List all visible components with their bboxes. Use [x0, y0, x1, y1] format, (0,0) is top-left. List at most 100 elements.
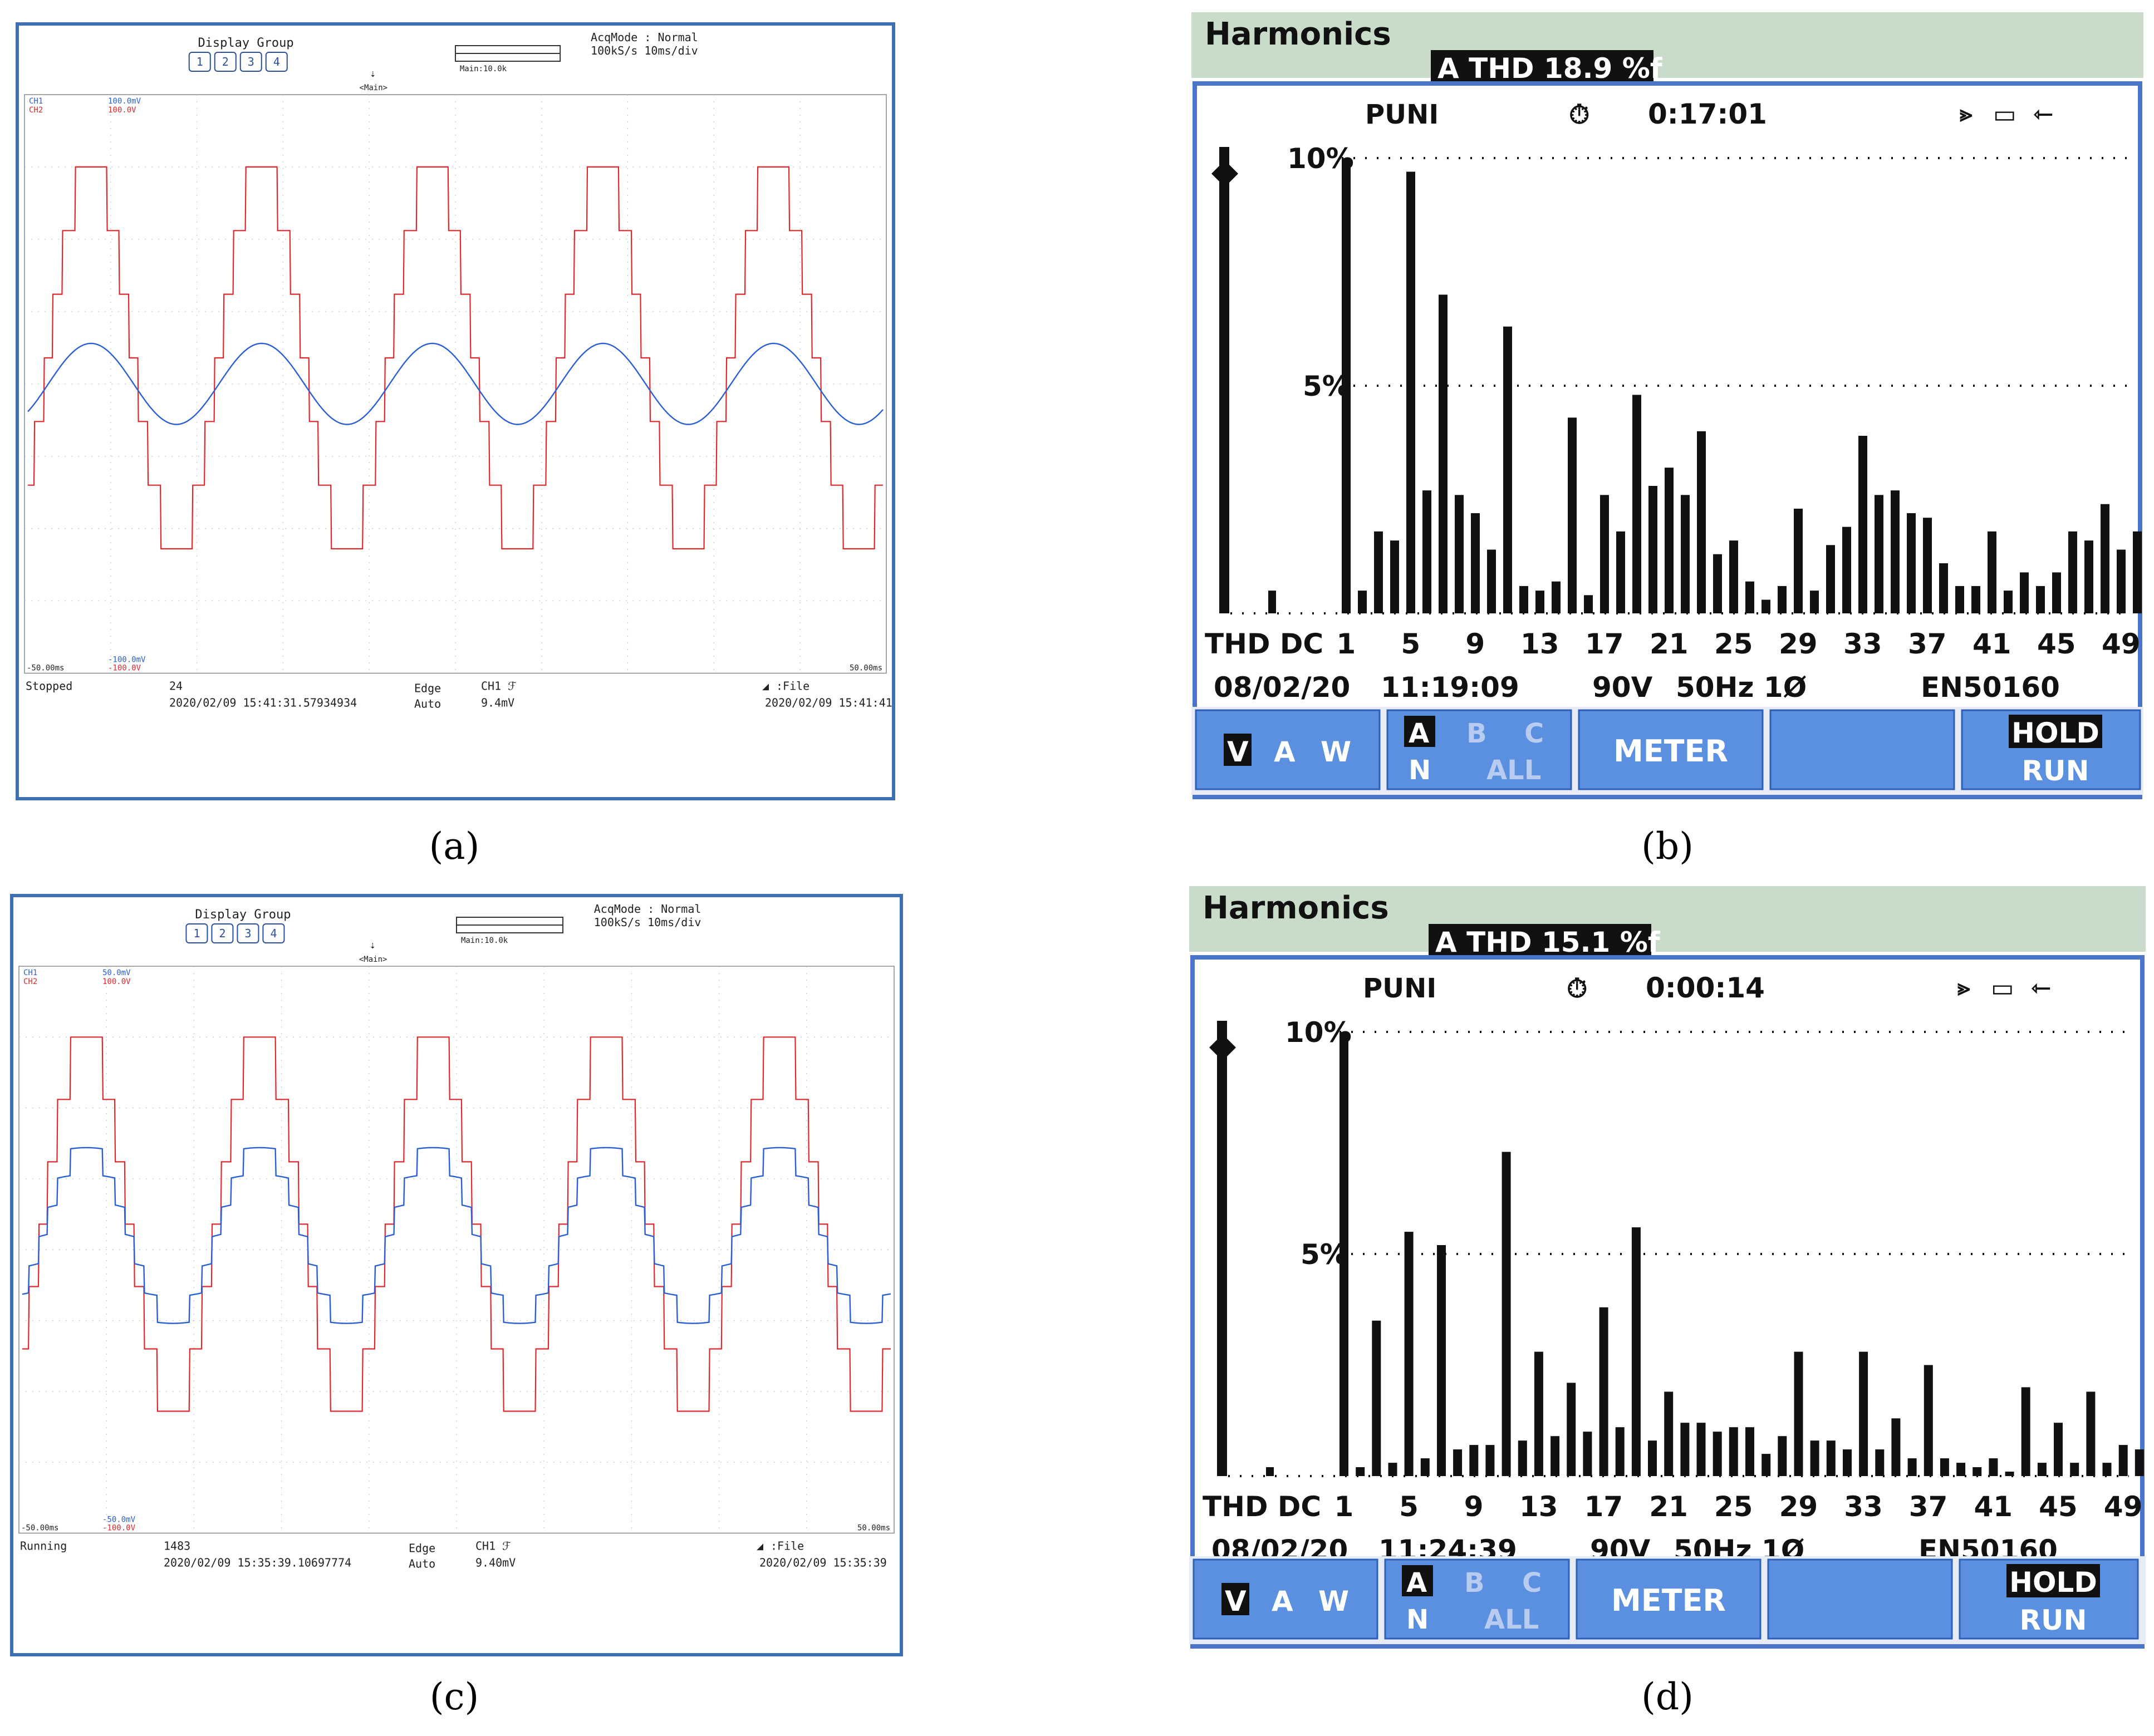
- measure-mode: PUNI: [1363, 973, 1436, 1004]
- harmonic-bar-50: [2133, 531, 2142, 613]
- harmonic-bar-19: [1632, 395, 1641, 613]
- trigger-channel: CH1 ℱ: [475, 1540, 511, 1553]
- x-label-h17: 17: [1585, 628, 1624, 660]
- harmonic-bar-20: [1648, 486, 1657, 613]
- harmonic-bar-22: [1681, 495, 1690, 613]
- softkey-4: [1769, 709, 1955, 790]
- harmonic-bar-6: [1422, 490, 1431, 613]
- acquisition-count: 24: [169, 680, 183, 693]
- x-label-h13: 13: [1519, 1491, 1558, 1523]
- plug-icon: ⇽: [2031, 974, 2052, 1002]
- harmonic-bar-8: [1455, 495, 1464, 613]
- softkey-hold-highlight: [2006, 1564, 2100, 1597]
- harmonic-bar-9: [1469, 1445, 1479, 1476]
- harmonic-bar-47: [2086, 1391, 2096, 1476]
- harmonic-bar-28: [1778, 1436, 1787, 1476]
- harmonic-bar-40: [1973, 1467, 1982, 1476]
- status-frequency: 50Hz 1Ø: [1676, 671, 1807, 704]
- display-group-button-4: [265, 52, 288, 72]
- harmonic-bar-44: [2037, 1463, 2047, 1476]
- acqmode-text: AcqMode : Normal: [594, 902, 701, 916]
- softkey-phase-b: B: [1466, 718, 1487, 749]
- ch1-bottom-scale: -100.0mV: [108, 656, 146, 665]
- ch2-waveform: [28, 166, 883, 550]
- elapsed-timer: 0:00:14: [1646, 972, 1765, 1004]
- harmonic-bar-45: [2054, 1423, 2063, 1476]
- softkey-a-highlight: [1402, 1565, 1433, 1596]
- harmonic-bar-35: [1891, 1418, 1901, 1476]
- harmonic-bar-1: [1339, 1032, 1348, 1476]
- harmonic-bar-5: [1404, 1232, 1414, 1476]
- harmonic-bar-4: [1390, 540, 1399, 613]
- x-axis-right-label: 50.00ms: [857, 1524, 890, 1533]
- end-timestamp: 2020/02/09 15:41:41: [765, 696, 892, 710]
- timer-icon: ⏱: [1569, 99, 1589, 130]
- ch2-bottom-scale: -100.0V: [102, 1524, 136, 1533]
- display-group-button-1: [185, 923, 208, 943]
- x-label-h29: 29: [1779, 628, 1818, 660]
- status-time: 11:19:09: [1381, 671, 1519, 704]
- harmonic-bar-49: [2117, 549, 2126, 613]
- x-label-h41: 41: [1974, 1491, 2013, 1523]
- harmonic-bar-48: [2102, 1463, 2112, 1476]
- harmonic-bar-33: [1858, 436, 1867, 613]
- harmonic-bar-DC: [1266, 1467, 1274, 1476]
- harmonic-bar-21: [1664, 1391, 1674, 1476]
- timer-icon: ⏱: [1567, 973, 1587, 1004]
- x-label-h33: 33: [1843, 628, 1882, 660]
- ch2-waveform: [22, 1036, 891, 1412]
- x-axis-left-label: -50.00ms: [21, 1524, 58, 1533]
- display-group-label: Display Group: [198, 36, 293, 50]
- ch1-bottom-scale: -50.0mV: [102, 1516, 136, 1524]
- harmonic-bar-1: [1342, 158, 1351, 613]
- trigger-type: Edge: [414, 682, 441, 695]
- fluke-header-band: [1191, 12, 2143, 78]
- harmonic-bar-11: [1503, 326, 1512, 613]
- caption-b: (b): [1641, 825, 1694, 868]
- main-marker-label: <Main>: [359, 955, 387, 964]
- main-zoom-label: Main:10.0k: [461, 936, 508, 945]
- harmonic-bar-40: [1971, 586, 1980, 613]
- harmonic-bar-4: [1388, 1463, 1397, 1476]
- x-label-h25: 25: [1714, 1491, 1753, 1523]
- harmonic-bar-24: [1713, 1432, 1722, 1476]
- fluke-panel-b: Harmonics A THD 18.9 %f PUNI ⏱ 0:17:01 ⪢ ▭ ⇽ 10%…: [1191, 12, 2143, 801]
- file-icon: ◢: [757, 1540, 763, 1553]
- ch1-scale: 50.0mV: [102, 968, 131, 977]
- x-label-h5: 5: [1401, 628, 1420, 660]
- harmonic-bar-17: [1600, 495, 1609, 613]
- display-group-button-label: 1: [193, 927, 200, 940]
- harmonic-bar-21: [1665, 468, 1674, 613]
- x-label-h49: 49: [2102, 628, 2141, 660]
- harmonic-bar-30: [1810, 1440, 1819, 1476]
- trigger-level: 9.40mV: [475, 1556, 516, 1570]
- harmonic-bar-29: [1794, 1351, 1803, 1476]
- display-group-button-3: [237, 923, 259, 943]
- softkey-phase-b: B: [1464, 1567, 1485, 1599]
- main-marker-label: <Main>: [360, 83, 388, 92]
- ch2-scale: 100.0V: [108, 106, 136, 115]
- harmonic-bar-36: [1907, 513, 1916, 613]
- x-label-h9: 9: [1465, 628, 1485, 660]
- file-label: :File: [776, 680, 809, 693]
- harmonic-bar-30: [1810, 591, 1819, 613]
- trigger-mode: Auto: [414, 697, 441, 711]
- softkey-phase-a: A: [1409, 718, 1429, 749]
- x-label-h37: 37: [1909, 1491, 1948, 1523]
- start-timestamp: 2020/02/09 15:41:31.57934934: [169, 696, 357, 710]
- status-date: 08/02/20: [1214, 671, 1350, 704]
- x-label-h41: 41: [1973, 628, 2011, 660]
- harmonic-bar-THD: [1217, 1021, 1227, 1476]
- softkey-w: W: [1321, 736, 1351, 768]
- harmonic-bar-14: [1552, 581, 1561, 613]
- trigger-marker-arrow: ⇣: [370, 940, 376, 951]
- harmonic-bar-5: [1406, 171, 1415, 613]
- harmonic-bar-38: [1939, 563, 1948, 613]
- softkey-hold-highlight: [2009, 715, 2102, 748]
- harmonic-bar-34: [1875, 1449, 1885, 1476]
- harmonic-bar-43: [2020, 572, 2029, 613]
- sample-rate-text: 100kS/s 10ms/div: [594, 916, 701, 929]
- softkey-v: V: [1227, 736, 1249, 768]
- harmonic-bar-18: [1616, 531, 1625, 613]
